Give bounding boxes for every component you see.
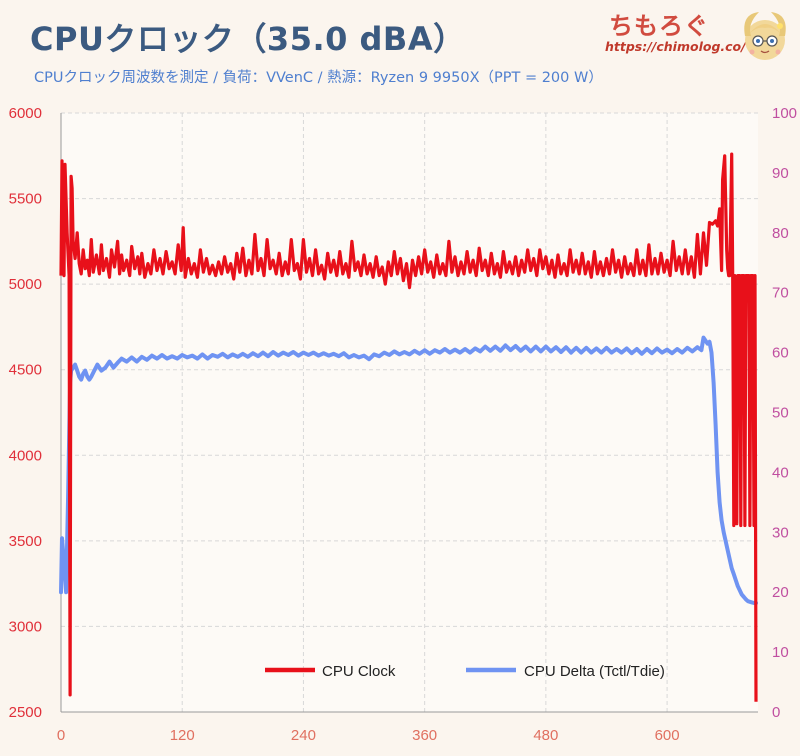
bottom-tick-label: 360 bbox=[412, 727, 437, 744]
chart-subtitle: CPUクロック周波数を測定 / 負荷：VVenC / 熱源：Ryzen 9 99… bbox=[34, 70, 603, 86]
right-tick-label: 50 bbox=[772, 405, 789, 422]
right-tick-label: 10 bbox=[772, 644, 789, 661]
right-tick-label: 0 bbox=[772, 704, 780, 721]
right-tick-label: 20 bbox=[772, 584, 789, 601]
right-tick-label: 30 bbox=[772, 524, 789, 541]
left-axis: 2500 3000 3500 4000 4500 5000 5500 6000 bbox=[9, 105, 42, 721]
bottom-tick-label: 480 bbox=[533, 727, 558, 744]
plot-background bbox=[61, 113, 758, 712]
right-tick-label: 40 bbox=[772, 464, 789, 481]
bottom-tick-label: 120 bbox=[170, 727, 195, 744]
mascot-icon bbox=[744, 12, 786, 60]
right-axis: 0 10 20 30 40 50 60 70 80 90 100 bbox=[772, 105, 797, 721]
left-tick-label: 2500 bbox=[9, 704, 42, 721]
brand-logo[interactable]: ちもろぐ https://chimolog.co/ bbox=[605, 6, 795, 66]
left-tick-label: 4000 bbox=[9, 447, 42, 464]
chart-legend: CPU Clock CPU Delta (Tctl/Tdie) bbox=[265, 663, 665, 680]
left-tick-label: 6000 bbox=[9, 105, 42, 122]
series-layer bbox=[59, 152, 758, 702]
legend-label: CPU Clock bbox=[322, 663, 396, 680]
chart-grid bbox=[60, 112, 758, 713]
left-tick-label: 3000 bbox=[9, 618, 42, 635]
left-tick-label: 3500 bbox=[9, 533, 42, 550]
brand-name: ちもろぐ bbox=[609, 12, 709, 40]
right-tick-label: 60 bbox=[772, 345, 789, 362]
right-tick-label: 90 bbox=[772, 165, 789, 182]
right-tick-label: 80 bbox=[772, 225, 789, 242]
bottom-tick-label: 0 bbox=[57, 727, 65, 744]
series-line-cpu-clock bbox=[59, 152, 758, 702]
right-tick-label: 100 bbox=[772, 105, 797, 122]
chart-title: CPUクロック（35.0 dBA） bbox=[30, 20, 466, 58]
legend-label: CPU Delta (Tctl/Tdie) bbox=[524, 663, 665, 680]
left-tick-label: 4500 bbox=[9, 362, 42, 379]
right-tick-label: 70 bbox=[772, 285, 789, 302]
left-tick-label: 5000 bbox=[9, 276, 42, 293]
series-line-cpu-delta bbox=[59, 335, 758, 605]
bottom-tick-label: 240 bbox=[291, 727, 316, 744]
left-tick-label: 5500 bbox=[9, 191, 42, 208]
brand-url: https://chimolog.co/ bbox=[605, 39, 746, 54]
bottom-tick-label: 600 bbox=[655, 727, 680, 744]
bottom-axis: 0 120 240 360 480 600 bbox=[57, 727, 680, 744]
